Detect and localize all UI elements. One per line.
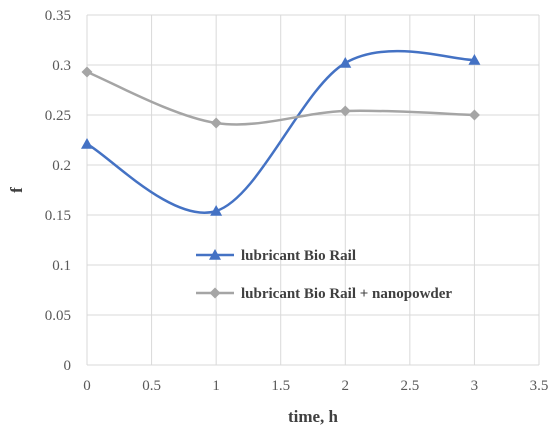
x-tick-label: 2 [342, 378, 350, 394]
legend-item: lubricant Bio Rail [196, 248, 356, 264]
data-point-marker [468, 109, 480, 121]
y-tick-label: 0.35 [45, 8, 71, 24]
x-tick-label: 3 [471, 378, 479, 394]
y-tick-label: 0.1 [52, 258, 71, 274]
legend-label: lubricant Bio Rail [241, 248, 356, 264]
x-tick-label: 1.5 [271, 378, 290, 394]
x-axis-title: time, h [288, 407, 339, 426]
legend: lubricant Bio Rail lubricant Bio Rail + n… [196, 248, 452, 302]
y-tick-label: 0.3 [52, 58, 71, 74]
y-axis-title: f [7, 187, 26, 193]
y-tick-label: 0 [64, 358, 72, 374]
series-1 [81, 66, 480, 129]
grid-lines [86, 14, 540, 366]
x-tick-label: 0.5 [142, 378, 161, 394]
legend-marker [209, 287, 221, 299]
data-point-marker [210, 117, 222, 129]
legend-marker [209, 249, 221, 260]
x-tick-label: 1 [212, 378, 220, 394]
series-line [86, 70, 475, 126]
data-point-marker [468, 54, 481, 65]
y-tick-label: 0.05 [45, 308, 71, 324]
x-axis-ticks: 0 0.5 1 1.5 2 2.5 3 3.5 [83, 378, 548, 394]
series-group [81, 49, 481, 216]
x-tick-label: 3.5 [530, 378, 549, 394]
x-tick-label: 0 [83, 378, 91, 394]
legend-label: lubricant Bio Rail + nanopowder [241, 286, 452, 302]
series-line [86, 49, 475, 214]
data-point-marker [81, 66, 93, 78]
y-axis-ticks: 0 0.05 0.1 0.15 0.2 0.25 0.3 0.35 [45, 8, 71, 374]
data-point-marker [339, 105, 351, 117]
series-0 [81, 49, 481, 216]
y-tick-label: 0.15 [45, 208, 71, 224]
data-point-marker [210, 205, 223, 216]
y-tick-label: 0.2 [52, 158, 71, 174]
x-tick-label: 2.5 [400, 378, 419, 394]
legend-item: lubricant Bio Rail + nanopowder [196, 286, 452, 302]
data-point-marker [81, 138, 93, 149]
y-tick-label: 0.25 [45, 108, 71, 124]
data-point-marker [339, 57, 352, 68]
